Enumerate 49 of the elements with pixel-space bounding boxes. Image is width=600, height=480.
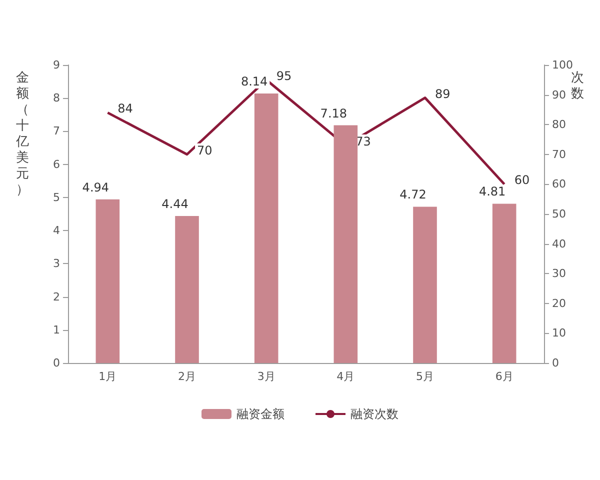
data-label: 89 xyxy=(435,86,450,101)
y2-tick-label: 100 xyxy=(552,58,573,72)
y-tick-label: 5 xyxy=(53,190,60,204)
y2-tick-label: 70 xyxy=(552,148,566,161)
y-tick-label: 0 xyxy=(53,356,60,370)
x-tick-label: 5月 xyxy=(416,370,434,383)
y2-tick-label: 0 xyxy=(552,356,559,370)
bar xyxy=(254,93,278,363)
y-tick-label: 9 xyxy=(53,58,60,72)
x-tick-label: 2月 xyxy=(178,370,196,383)
y2-tick-label: 90 xyxy=(552,88,566,102)
y2-tick-label: 50 xyxy=(552,208,566,220)
data-label: 4.72 xyxy=(400,188,426,202)
bar xyxy=(334,125,358,363)
y-axis-title: 金额（十亿美元） xyxy=(15,70,29,198)
data-label: 4.44 xyxy=(162,196,188,211)
y2-tick-label: 30 xyxy=(552,267,566,280)
data-label: 8.14 xyxy=(240,74,268,88)
y2-tick-label: 80 xyxy=(552,118,566,132)
x-tick-label: 1月 xyxy=(98,370,117,383)
data-label: 95 xyxy=(276,68,292,83)
y2-tick-label: 60 xyxy=(552,178,566,191)
data-label: 60 xyxy=(514,173,530,188)
x-tick-label: 6月 xyxy=(495,370,514,383)
y-tick-label: 2 xyxy=(53,290,60,304)
y-tick-label: 4 xyxy=(53,224,60,238)
bar xyxy=(96,199,120,363)
y2-axis-title: 次数 xyxy=(571,70,584,102)
y-tick-label: 7 xyxy=(53,124,60,138)
y-tick-label: 1 xyxy=(53,323,60,336)
y2-tick-label: 40 xyxy=(552,237,566,250)
data-label: 7.18 xyxy=(320,106,348,120)
data-label: 73 xyxy=(356,134,371,148)
data-label: 4.94 xyxy=(82,180,110,194)
y2-tick-label: 20 xyxy=(552,296,566,310)
legend-label: 融资金额 xyxy=(236,407,284,421)
bar xyxy=(492,204,516,363)
bar xyxy=(175,216,199,363)
legend-label: 融资次数 xyxy=(350,407,398,421)
data-label: 4.81 xyxy=(478,184,506,199)
data-label: 70 xyxy=(197,143,212,158)
x-tick-label: 4月 xyxy=(336,370,355,383)
x-tick-label: 3月 xyxy=(257,370,276,383)
bar xyxy=(413,206,437,363)
y-tick-label: 8 xyxy=(53,92,60,105)
y2-tick-label: 10 xyxy=(552,326,566,340)
data-label: 84 xyxy=(118,102,133,116)
y-tick-label: 6 xyxy=(53,158,60,171)
y-tick-label: 3 xyxy=(53,257,60,270)
